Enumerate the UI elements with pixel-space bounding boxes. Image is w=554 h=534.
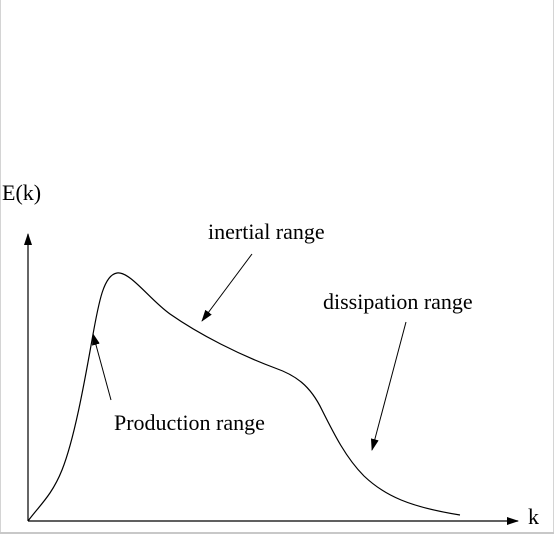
inertial-range-arrow [201,253,253,322]
frame-bottom-edge [0,532,554,534]
production-range-arrow [92,333,112,401]
frame-left-edge [0,0,1,534]
x-axis-label: k [528,504,539,529]
dissipation-range-arrow [370,321,407,451]
dissipation-range-label: dissipation range [323,289,473,314]
production-range-label: Production range [114,410,265,435]
y-axis-label: E(k) [2,180,41,205]
inertial-range-label: inertial range [208,219,325,244]
spectrum-curve [27,272,461,522]
